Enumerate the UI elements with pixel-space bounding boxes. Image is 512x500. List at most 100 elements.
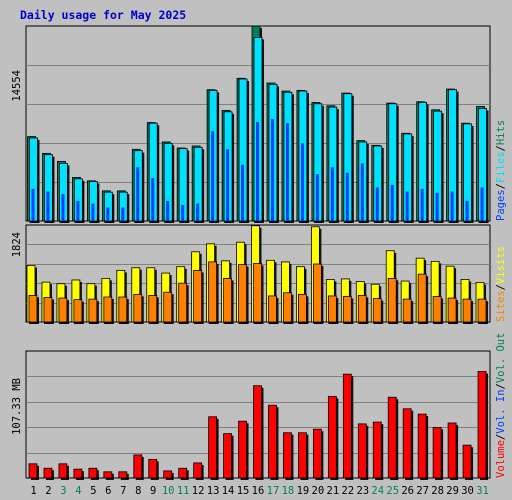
legend-hits: Hits [495,120,507,145]
legend-separator: / [495,145,507,151]
bar-sites [432,296,442,323]
panel-1: 14554 [11,25,491,224]
y-tick-label: 14554 [11,70,23,102]
bar-sites [268,295,277,323]
bar-pages [241,164,245,221]
bar-pages [106,207,110,221]
bar-pages [390,184,394,221]
legend-visits: Visits [495,246,507,284]
bar-sites [462,298,472,323]
bar-volume [342,373,352,479]
bar-volume [402,408,412,479]
bar-volume [372,421,382,479]
bar-sites [88,298,98,323]
x-tick-label: 12 [192,485,205,497]
bar-volume [103,471,113,479]
x-tick-label: 5 [90,485,96,497]
legend-panel-3: Volume/Vol. In/Vol. Out [495,333,507,478]
bar-volume [447,422,457,479]
bar-sites [357,295,367,323]
legend-panel-1: Pages/Files/Hits [495,120,507,221]
bar-volume [312,428,322,479]
bar-sites [417,273,427,323]
bar-sites [103,296,113,323]
bar-volume [28,463,38,479]
x-tick-label: 4 [75,485,81,497]
bar-sites [208,261,218,323]
bar-volume [283,432,292,479]
y-tick-label: 1824 [11,232,23,257]
bar-pages [450,191,454,221]
bar-sites [223,277,232,323]
x-tick-label: 1 [30,485,36,497]
bar-sites [238,264,247,323]
bar-pages [330,167,334,221]
legend-separator: / [495,383,507,389]
x-tick-label: 8 [135,485,141,497]
x-tick-label: 14 [222,485,235,497]
x-tick-label: 15 [237,485,250,497]
bar-sites [447,297,457,323]
bar-pages [256,121,260,221]
x-tick-label: 28 [431,485,444,497]
bar-volume [58,463,68,479]
bar-volume [253,385,262,479]
bar-volume [88,467,98,479]
bar-pages [121,207,125,221]
bar-pages [435,192,439,221]
bar-pages [211,131,215,221]
bar-volume [238,420,247,479]
bar-pages [61,194,65,221]
x-tick-label: 17 [267,485,280,497]
bar-pages [315,174,319,221]
bar-volume [73,468,83,479]
bar-volume [417,413,427,479]
bar-sites [312,263,322,323]
bar-volume [477,371,487,479]
legend-separator: / [495,434,507,440]
bar-sites [253,263,262,323]
x-tick-label: 27 [416,485,429,497]
x-tick-label: 18 [282,485,295,497]
legend-separator: / [495,183,507,189]
x-tick-label: 16 [252,485,265,497]
x-tick-label: 23 [356,485,369,497]
x-tick-label: 11 [177,485,190,497]
x-tick-label: 24 [371,485,384,497]
bar-pages [270,119,274,221]
bar-sites [178,282,188,323]
x-tick-label: 3 [60,485,66,497]
bar-pages [46,191,50,221]
y-tick-label: 107.33 MB [11,378,23,435]
x-tick-label: 31 [476,485,489,497]
bar-volume [357,423,367,479]
bar-pages [31,188,35,221]
bar-volume [148,458,158,479]
bar-volume [208,416,218,479]
bar-pages [465,200,469,221]
x-tick-label: 22 [341,485,354,497]
bar-pages [360,163,364,221]
chart-title: Daily usage for May 2025 [20,8,186,22]
bar-pages [91,203,95,221]
bar-pages [405,191,409,221]
bar-volume [268,404,277,479]
x-tick-label: 29 [446,485,459,497]
bar-sites [58,297,68,323]
bar-volume [432,427,442,479]
bar-sites [342,296,352,323]
panel-3: 107.33 MB [11,350,491,480]
bar-pages [226,149,230,221]
legend-volume: Volume [495,440,507,478]
bar-sites [387,277,397,323]
bar-volume [133,454,143,479]
panel-2: 1824 [11,224,491,324]
bar-pages [166,200,170,221]
bar-sites [133,293,143,323]
bar-pages [285,123,289,221]
x-tick-label: 9 [150,485,156,497]
bar-volume [327,395,337,479]
bar-volume [387,396,397,479]
